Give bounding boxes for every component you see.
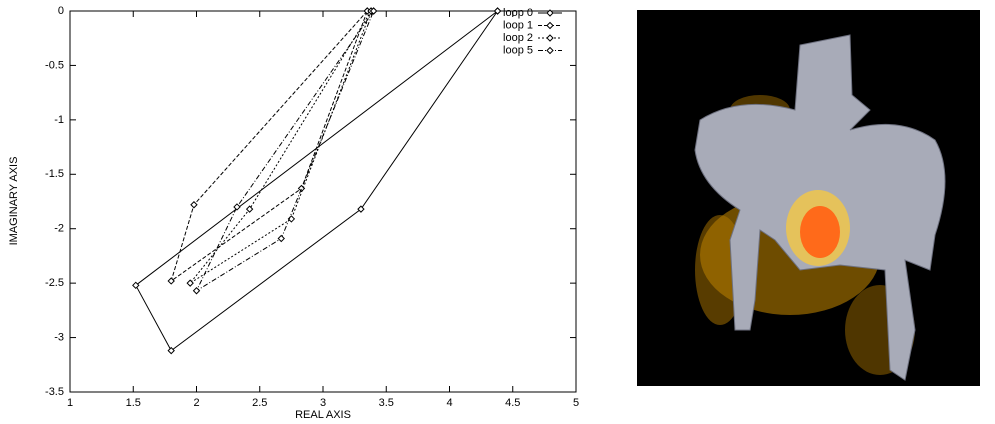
point-marker bbox=[369, 7, 378, 15]
rendered-image bbox=[637, 10, 980, 386]
y-tick-label: -3.5 bbox=[45, 386, 64, 398]
x-tick-label: 2 bbox=[193, 397, 199, 409]
point-marker bbox=[493, 7, 502, 15]
legend-marker bbox=[546, 46, 554, 55]
legend-label: loop 2 bbox=[503, 32, 533, 44]
point-marker bbox=[357, 205, 365, 213]
legend-label: loop 0 bbox=[503, 7, 533, 19]
legend-label: loop 5 bbox=[503, 44, 533, 56]
x-tick-label: 1.5 bbox=[126, 397, 141, 409]
y-tick-label: -1 bbox=[54, 114, 64, 126]
x-tick-label: 3 bbox=[320, 397, 326, 409]
point-marker bbox=[277, 234, 285, 243]
point-marker bbox=[132, 281, 140, 290]
point-marker bbox=[167, 346, 175, 355]
point-marker bbox=[192, 287, 201, 295]
series-line bbox=[170, 10, 368, 283]
x-tick-label: 5 bbox=[573, 397, 579, 409]
x-tick-label: 3.5 bbox=[379, 397, 394, 409]
point-marker bbox=[245, 205, 254, 213]
series-line bbox=[189, 10, 372, 284]
y-tick-label: -2.5 bbox=[45, 277, 64, 289]
legend-marker bbox=[546, 9, 554, 17]
point-marker bbox=[190, 201, 198, 209]
x-tick-label: 4.5 bbox=[505, 397, 520, 409]
x-tick-label: 2.5 bbox=[252, 397, 267, 409]
x-axis-label: REAL AXIS bbox=[295, 409, 351, 421]
y-tick-label: -0.5 bbox=[45, 59, 64, 71]
point-marker bbox=[186, 279, 194, 287]
y-tick-label: -3 bbox=[54, 331, 64, 343]
point-marker bbox=[233, 203, 241, 211]
point-marker bbox=[167, 277, 175, 285]
y-tick-label: -2 bbox=[54, 223, 64, 235]
legend-marker bbox=[546, 21, 554, 30]
x-tick-label: 4 bbox=[446, 397, 452, 409]
plot-frame bbox=[69, 10, 577, 393]
y-tick-label: -1.5 bbox=[45, 168, 64, 180]
x-tick-label: 1 bbox=[67, 397, 73, 409]
legend-marker bbox=[546, 34, 554, 42]
y-axis-label: IMAGINARY AXIS bbox=[8, 157, 20, 246]
series-line bbox=[135, 10, 498, 352]
legend-label: loop 1 bbox=[503, 19, 533, 31]
y-tick-label: 0 bbox=[58, 5, 64, 17]
